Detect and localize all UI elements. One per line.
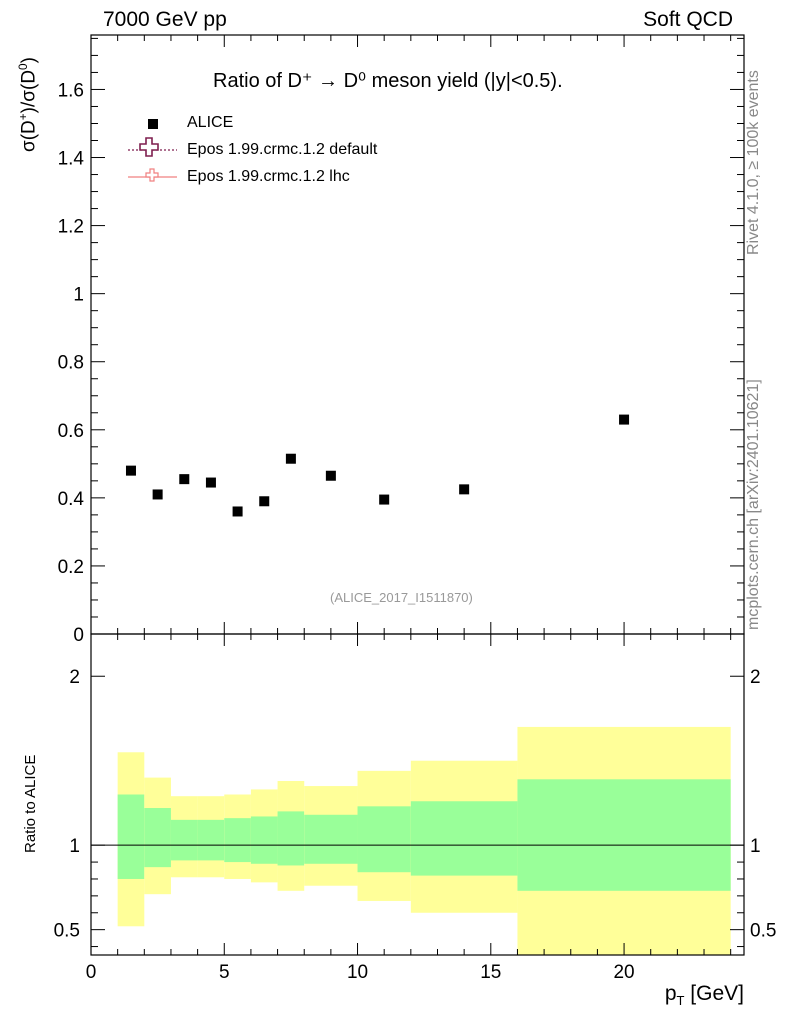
ratio-green-band-8 xyxy=(357,806,411,873)
rivet-version-label: Rivet 4.1.0, ≥ 100k events xyxy=(745,70,762,255)
legend-label-epos-lhc: Epos 1.99.crmc.1.2 lhc xyxy=(187,168,350,185)
x-axis-label: pT [GeV] xyxy=(664,982,744,1009)
x-tick-label-20: 20 xyxy=(613,962,634,983)
ratio-y-tick-label-right: 1 xyxy=(750,836,761,857)
ratio-green-band-7 xyxy=(304,814,358,864)
analysis-reference: (ALICE_2017_I1511870) xyxy=(330,590,473,605)
y-tick-label: 1.4 xyxy=(58,149,85,170)
legend-label-epos-default: Epos 1.99.crmc.1.2 default xyxy=(187,141,378,158)
y-tick-label: 0.8 xyxy=(58,353,84,374)
y-tick-label: 1.2 xyxy=(58,217,84,238)
data-point-alice xyxy=(179,474,190,485)
ratio-green-band-9 xyxy=(410,801,518,876)
y-tick-label: 0.4 xyxy=(58,489,85,510)
ratio-green-band-2 xyxy=(170,819,198,861)
data-point-alice xyxy=(152,489,163,500)
data-point-alice xyxy=(459,484,470,495)
data-point-alice xyxy=(325,470,336,481)
ratio-green-band-3 xyxy=(197,819,225,861)
data-point-alice xyxy=(125,465,136,476)
data-point-alice xyxy=(259,496,270,507)
header-process-label: Soft QCD xyxy=(643,8,733,31)
ratio-green-band-6 xyxy=(277,811,305,866)
data-point-alice xyxy=(205,477,216,488)
legend-marker-epos-default xyxy=(139,137,159,157)
y-tick-label: 0.2 xyxy=(58,557,84,578)
legend-marker-epos-lhc xyxy=(145,168,159,182)
ratio-y-tick-label-left: 1 xyxy=(69,836,80,857)
data-point-alice xyxy=(379,494,390,505)
legend-label-alice: ALICE xyxy=(187,114,234,131)
data-point-alice xyxy=(619,414,630,425)
y-axis-label: σ(D+)/σ(D0) xyxy=(17,57,40,152)
ratio-green-band-1 xyxy=(144,808,171,868)
mcplots-reference-label: mcplots.cern.ch [arXiv:2401.10621] xyxy=(745,379,762,630)
chart-title: Ratio of D⁺ → D⁰ meson yield (|y|<0.5). xyxy=(213,70,563,92)
ratio-panel-frame xyxy=(90,633,745,956)
data-point-alice xyxy=(285,453,296,464)
y-tick-label-zero-partial: 0 xyxy=(73,625,84,646)
x-tick-label-5: 5 xyxy=(219,962,230,983)
ratio-green-band-10 xyxy=(517,779,731,891)
ratio-y-tick-label-left: 2 xyxy=(69,667,80,688)
ratio-y-axis-label: Ratio to ALICE xyxy=(22,754,39,853)
legend-marker-alice xyxy=(148,119,158,129)
x-tick-label-10: 10 xyxy=(347,962,368,983)
ratio-y-tick-label-right: 0.5 xyxy=(750,921,776,942)
x-tick-label-15: 15 xyxy=(480,962,501,983)
ratio-green-band-5 xyxy=(250,816,278,864)
ratio-y-tick-label-right: 2 xyxy=(750,667,761,688)
y-tick-label: 0.6 xyxy=(58,421,84,442)
ratio-green-band-4 xyxy=(224,818,251,863)
y-tick-label: 1.6 xyxy=(58,80,84,101)
ratio-green-band-0 xyxy=(117,794,145,879)
x-tick-label-0: 0 xyxy=(86,962,97,983)
data-point-alice xyxy=(232,506,243,517)
header-energy-label: 7000 GeV pp xyxy=(103,8,227,31)
y-tick-label: 1 xyxy=(73,285,84,306)
ratio-y-tick-label-left: 0.5 xyxy=(54,921,80,942)
